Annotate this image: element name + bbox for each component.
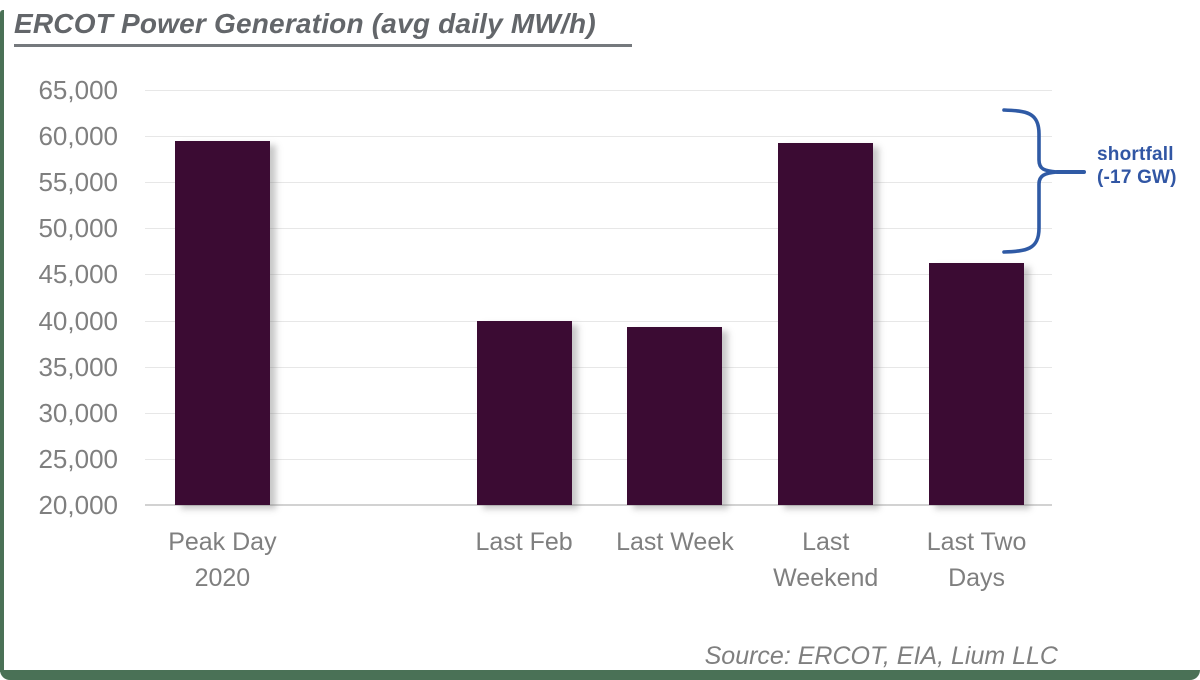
page-edge-accent-left [0, 10, 4, 672]
gridline [145, 458, 1052, 460]
gridline [145, 136, 1052, 138]
y-tick-label: 65,000 [38, 75, 118, 105]
y-tick-label: 60,000 [38, 121, 118, 152]
gridline [145, 182, 1052, 184]
page-title: ERCOT Power Generation (avg daily MW/h) [14, 8, 632, 47]
y-tick-label: 35,000 [38, 351, 118, 382]
x-category-label-line: Weekend [773, 564, 879, 592]
y-tick-label: 50,000 [38, 213, 118, 244]
y-tick-label: 55,000 [38, 167, 118, 198]
gridline [145, 228, 1052, 230]
y-tick-label: 20,000 [38, 490, 118, 520]
x-category-label: Peak Day 2020 [127, 524, 317, 596]
shortfall-annotation-line2: (-17 GW) [1097, 167, 1177, 188]
bar-last-feb [476, 320, 572, 505]
x-category-label-line: Last [802, 528, 850, 556]
x-category-label-line: Days [948, 564, 1006, 592]
x-category-label-line: Last Feb [475, 528, 573, 556]
gridline [145, 90, 1052, 91]
x-category-label-line: Last Two [926, 528, 1027, 556]
x-category-label: Last Week [580, 524, 770, 560]
bar-last-week [627, 327, 723, 505]
page-edge-accent-bottom [0, 670, 1200, 680]
y-tick-label: 45,000 [38, 259, 118, 290]
x-category-label-line: Last Week [616, 528, 734, 556]
y-tick-label: 30,000 [38, 397, 118, 428]
x-axis-line [145, 504, 1052, 506]
gridline [145, 274, 1052, 276]
bar-last-weekend [778, 142, 874, 505]
gridline [145, 412, 1052, 414]
bar-peak-day-2020 [174, 140, 270, 505]
x-category-label: Last Weekend [731, 524, 921, 596]
bar-last-two-days [929, 263, 1025, 505]
x-category-label: Last Feb [429, 524, 619, 560]
x-category-label-line: Peak Day [168, 528, 277, 556]
y-tick-label: 40,000 [38, 305, 118, 336]
shortfall-annotation-line1: shortfall [1097, 144, 1174, 165]
y-tick-label: 25,000 [38, 443, 118, 474]
shortfall-annotation-text: shortfall (-17 GW) [1097, 143, 1177, 189]
source-note: Source: ERCOT, EIA, Lium LLC [704, 642, 1058, 670]
bar-chart-plot-area [145, 90, 1052, 506]
gridline [145, 366, 1052, 368]
x-category-label-line: 2020 [194, 564, 251, 592]
x-category-label: Last Two Days [882, 524, 1072, 596]
shortfall-brace-annotation [1002, 108, 1086, 254]
gridline [145, 320, 1052, 322]
